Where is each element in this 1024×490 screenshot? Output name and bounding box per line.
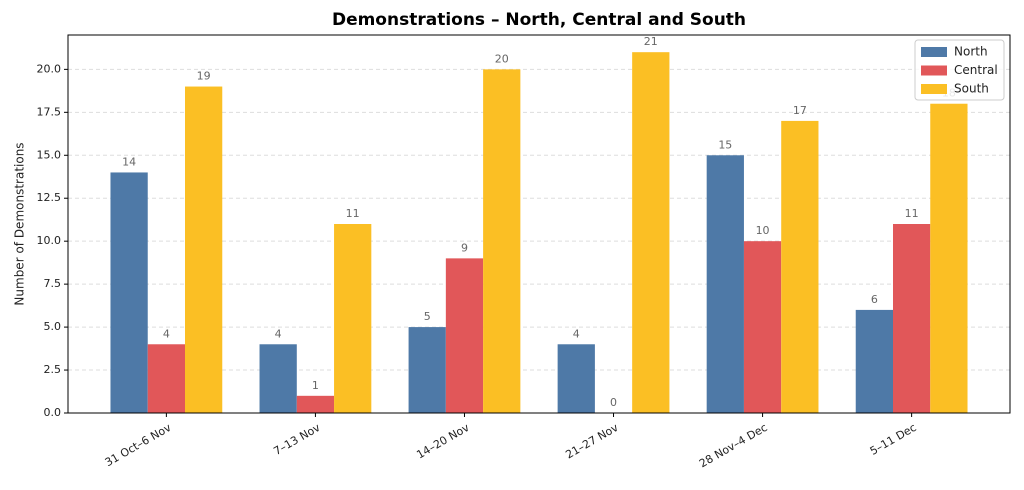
- bar: [892, 224, 931, 413]
- value-label: 21: [644, 35, 658, 48]
- y-tick-label: 0.0: [44, 406, 62, 419]
- value-label: 4: [573, 327, 580, 340]
- value-label: 9: [461, 241, 468, 254]
- x-tick-label: 31 Oct–6 Nov: [103, 421, 174, 469]
- value-label: 20: [495, 52, 509, 65]
- bar: [781, 120, 819, 413]
- legend-swatch: [921, 84, 947, 94]
- y-tick-label: 12.5: [37, 191, 62, 204]
- legend-label: South: [954, 82, 989, 96]
- bar: [445, 258, 484, 413]
- x-tick-label: 14–20 Nov: [414, 421, 472, 462]
- value-label: 11: [346, 207, 360, 220]
- value-label: 4: [163, 327, 170, 340]
- bar: [855, 309, 893, 413]
- y-tick-label: 2.5: [44, 363, 62, 376]
- y-tick-label: 10.0: [37, 234, 62, 247]
- chart-title: Demonstrations – North, Central and Sout…: [332, 10, 746, 30]
- plot-frame: [67, 34, 1011, 414]
- value-label: 1: [312, 379, 319, 392]
- y-tick-label: 15.0: [37, 148, 62, 161]
- value-label: 5: [424, 310, 431, 323]
- value-label: 10: [756, 224, 770, 237]
- y-axis-label: Number of Demonstrations: [13, 142, 27, 305]
- bar: [930, 103, 968, 414]
- bar: [632, 52, 670, 413]
- y-tick-label: 5.0: [44, 320, 62, 333]
- value-label: 14: [122, 155, 136, 168]
- bar: [147, 344, 186, 413]
- legend-swatch: [921, 47, 947, 57]
- value-label: 11: [905, 207, 919, 220]
- x-tick-label: 28 Nov–4 Dec: [697, 421, 770, 470]
- bar: [259, 344, 297, 413]
- bar: [557, 344, 595, 413]
- x-tick-label: 7–13 Nov: [271, 421, 322, 458]
- legend-label: North: [954, 45, 988, 59]
- bar: [706, 155, 744, 414]
- value-label: 0: [610, 396, 617, 409]
- y-tick-label: 7.5: [44, 277, 62, 290]
- x-tick-label: 5–11 Dec: [868, 421, 919, 458]
- bar: [743, 241, 782, 413]
- x-tick-label: 21–27 Nov: [563, 421, 621, 462]
- bar: [185, 86, 223, 413]
- y-tick-label: 20.0: [37, 62, 62, 75]
- value-label: 19: [197, 70, 211, 83]
- legend-label: Central: [954, 63, 998, 77]
- bar: [408, 327, 446, 413]
- value-label: 4: [275, 327, 282, 340]
- value-label: 17: [793, 104, 807, 117]
- bar: [483, 69, 521, 413]
- y-tick-label: 17.5: [37, 105, 62, 118]
- bar: [110, 172, 148, 413]
- bar: [296, 395, 335, 413]
- legend-swatch: [921, 65, 947, 76]
- value-label: 6: [871, 293, 878, 306]
- bar: [334, 224, 372, 413]
- value-label: 15: [718, 138, 732, 151]
